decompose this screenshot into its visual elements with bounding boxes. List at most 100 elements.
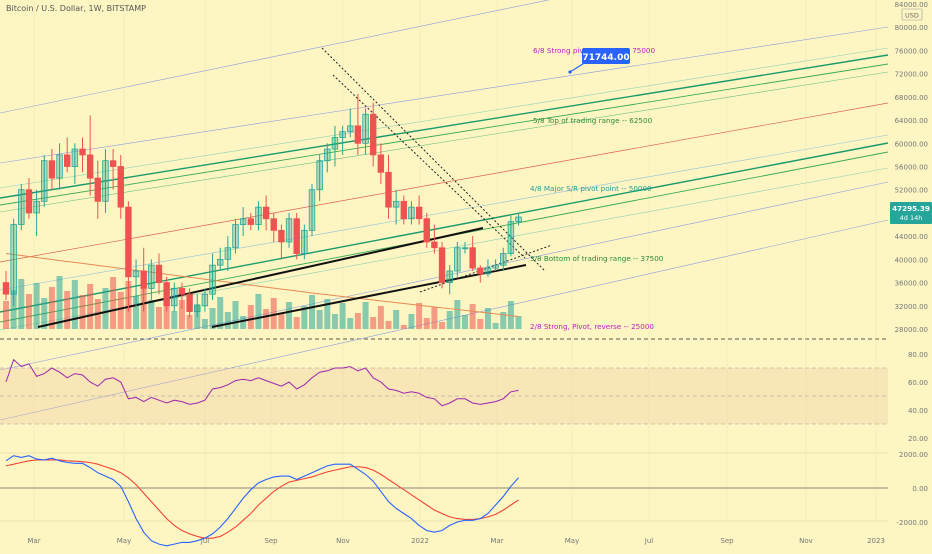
volume-bar xyxy=(484,308,491,329)
price-tick-label: 84000.00 xyxy=(895,1,928,9)
candle-body xyxy=(392,200,400,208)
trend-line-dotted xyxy=(332,74,526,259)
volume-bar xyxy=(3,301,9,329)
channel-line xyxy=(0,0,550,114)
candle-body xyxy=(431,241,438,249)
price-badge xyxy=(890,202,932,224)
volume-bar xyxy=(209,308,216,329)
candle-body xyxy=(423,218,430,243)
volume-bar xyxy=(347,318,354,329)
volume-bar xyxy=(309,295,315,329)
candle-body xyxy=(41,160,48,202)
candle-body xyxy=(125,206,132,278)
macd-tick-label: 2000.00 xyxy=(899,451,928,459)
candle-body xyxy=(33,200,40,214)
volume-bar xyxy=(301,306,308,329)
candle-body xyxy=(308,189,316,231)
time-tick-label: 2022 xyxy=(411,537,429,545)
trend-line xyxy=(37,227,484,328)
candle-body xyxy=(64,154,71,167)
volume-bar xyxy=(41,298,48,329)
volume-bar xyxy=(110,277,117,329)
level-annotation: 3/8 Bottom of trading range -- 37500 xyxy=(530,254,664,263)
candle-body xyxy=(209,264,216,295)
volume-bar xyxy=(324,299,331,329)
candle-body xyxy=(301,229,308,254)
price-badge-value: 47295.39 xyxy=(892,204,930,213)
candle-body xyxy=(500,253,507,266)
candle-body xyxy=(454,247,461,272)
candle-body xyxy=(94,177,101,202)
volume-bar xyxy=(201,319,208,329)
channel-line xyxy=(0,71,889,213)
candle-body xyxy=(507,221,515,254)
moving-average-line xyxy=(5,253,519,318)
volume-bar xyxy=(270,298,277,329)
volume-bar xyxy=(469,304,476,329)
price-tick-label: 80000.00 xyxy=(895,24,928,32)
candle-body xyxy=(239,218,247,225)
candle-body xyxy=(117,166,124,208)
volume-bar xyxy=(477,319,484,329)
price-tick-label: 60000.00 xyxy=(895,140,928,148)
price-tick-label: 72000.00 xyxy=(895,71,928,79)
volume-bar xyxy=(263,309,270,329)
time-tick-label: Sep xyxy=(264,537,278,545)
volume-bar xyxy=(500,312,507,329)
candle-body xyxy=(438,247,446,283)
volume-bar xyxy=(462,315,468,329)
rsi-tick-label: 20.00 xyxy=(908,435,928,443)
volume-bar xyxy=(423,318,430,329)
volume-bar xyxy=(255,294,262,329)
volume-bar xyxy=(117,292,124,329)
currency-box xyxy=(901,8,923,21)
volume-bar xyxy=(393,310,400,329)
channel-line xyxy=(0,142,889,313)
symbol-title: Bitcoin / U.S. Dollar, 1W, BITSTAMP xyxy=(6,4,146,13)
candle-body xyxy=(79,148,86,156)
time-tick-label: Mar xyxy=(27,537,40,545)
candle-body xyxy=(377,154,385,173)
candle-body xyxy=(415,206,423,220)
candle-body xyxy=(278,229,285,243)
rsi-tick-label: 80.00 xyxy=(908,351,928,359)
time-tick-label: May xyxy=(117,537,131,545)
candle-body xyxy=(339,131,346,138)
macd-line xyxy=(5,455,519,547)
level-annotation: 4/8 Major S/R pivot point -- 50000 xyxy=(530,184,652,193)
volume-bar xyxy=(224,312,231,329)
candle-body xyxy=(354,125,362,144)
volume-bar xyxy=(240,316,247,329)
candle-body xyxy=(270,218,277,231)
level-annotation: 2/8 Strong, Pivot, reverse -- 25000 xyxy=(530,322,654,331)
price-tick-label: 44000.00 xyxy=(895,233,928,241)
candle-body xyxy=(48,160,56,179)
channel-line xyxy=(0,63,889,206)
rsi-line xyxy=(5,358,519,407)
candle-body xyxy=(132,270,140,278)
channel-line xyxy=(0,26,889,164)
volume-bar xyxy=(370,317,377,329)
volume-bar xyxy=(186,315,193,329)
volume-bar xyxy=(217,297,224,329)
currency-label: USD xyxy=(905,12,919,20)
time-tick-label: May xyxy=(565,537,579,545)
time-tick-label: 2023 xyxy=(867,537,885,545)
candle-body xyxy=(247,218,254,225)
candle-body xyxy=(515,216,522,223)
volume-bar xyxy=(64,291,71,329)
channel-line xyxy=(0,47,889,189)
candle-body xyxy=(484,267,492,275)
candle-body xyxy=(10,224,17,295)
candle-body xyxy=(469,247,476,269)
macd-signal-line xyxy=(5,459,519,539)
volume-bar xyxy=(454,300,461,329)
trend-line-dotted xyxy=(419,244,553,293)
volume-bar xyxy=(18,279,25,329)
channel-line xyxy=(0,219,889,421)
price-tick-label: 32000.00 xyxy=(895,303,928,311)
candle-body xyxy=(102,160,109,202)
